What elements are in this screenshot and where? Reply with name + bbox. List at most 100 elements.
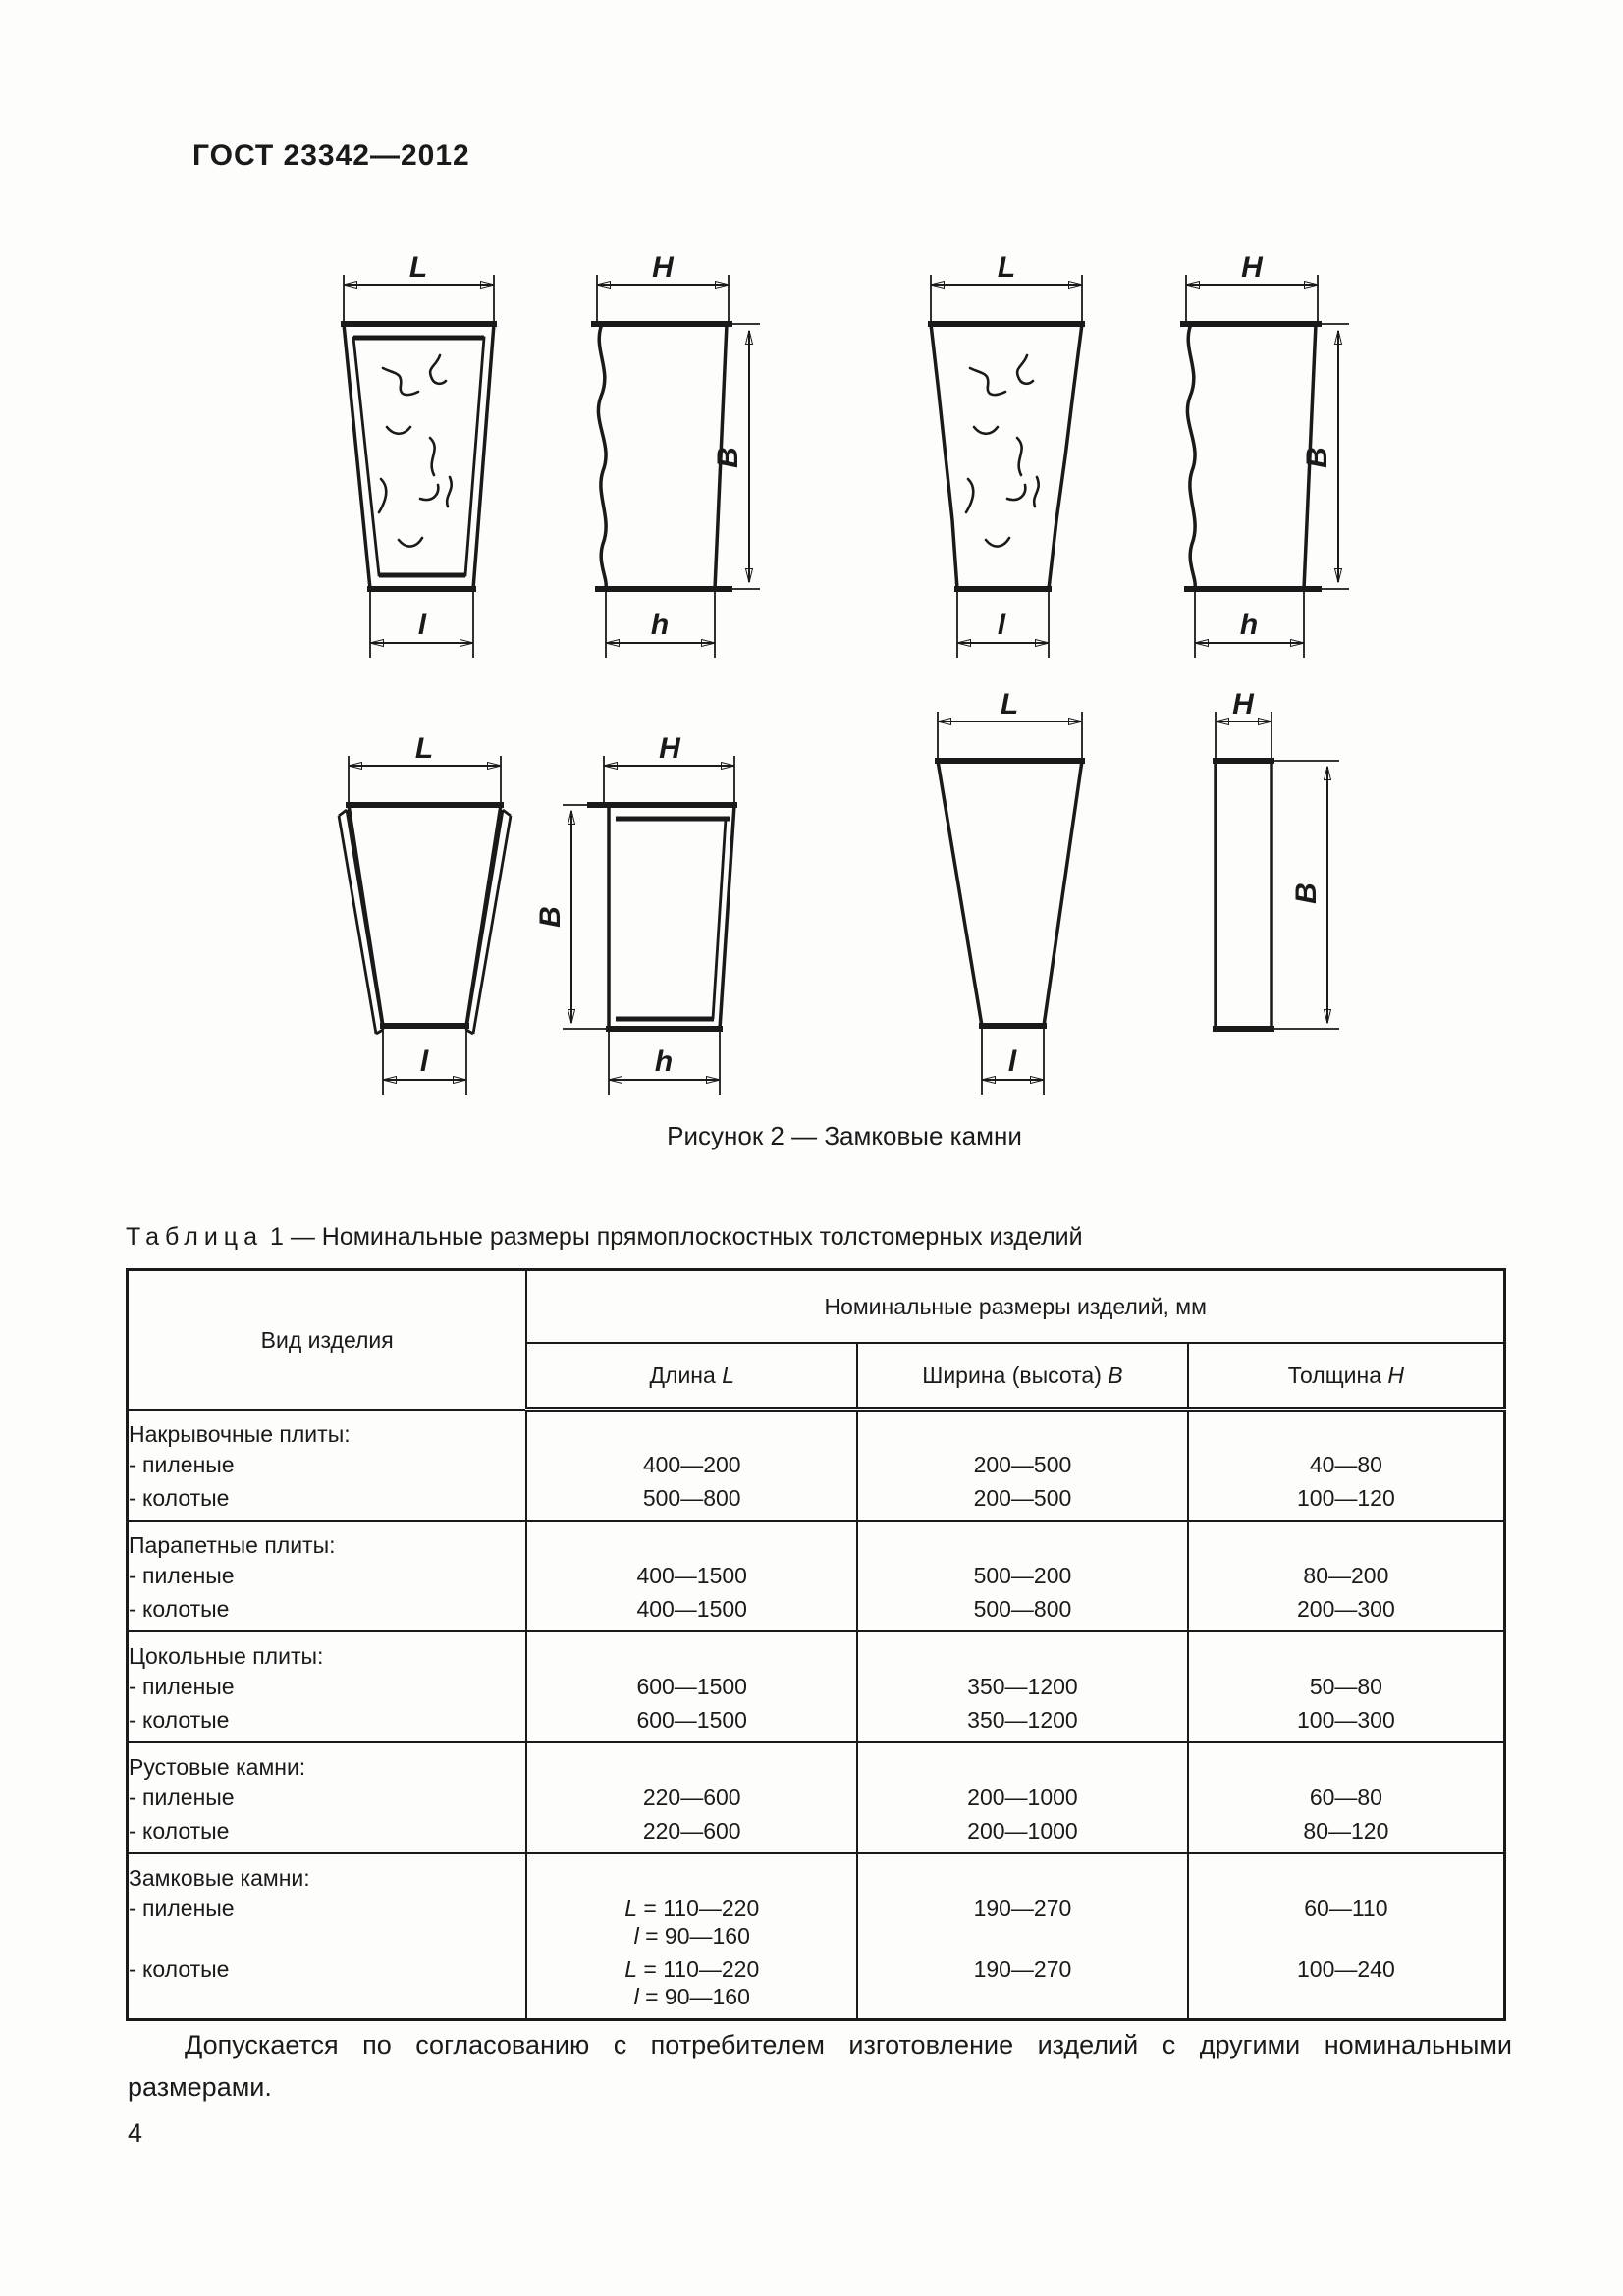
keystone-side-split: H B h	[591, 251, 760, 658]
width-value: 500—200	[856, 1558, 1189, 1592]
group-name: Накрывочные плиты:	[126, 1408, 528, 1448]
table-title: Таблица 1 — Номинальные размеры прямопло…	[126, 1223, 1083, 1252]
empty-cell	[1186, 1851, 1506, 1892]
row-label: - колотые	[126, 1591, 528, 1631]
dim-label-l: l	[418, 609, 427, 641]
length-value: L = 110—220 l = 90—160	[525, 1891, 859, 1952]
empty-cell	[525, 1629, 859, 1670]
row-label: - колотые	[126, 1951, 528, 2019]
width-value: 200—500	[856, 1447, 1189, 1481]
length-value: 400—200	[525, 1447, 859, 1481]
thickness-value: 80—120	[1186, 1813, 1506, 1853]
group-name: Парапетные плиты:	[126, 1519, 528, 1559]
empty-cell	[525, 1740, 859, 1781]
thickness-value: 50—80	[1186, 1669, 1506, 1703]
empty-cell	[525, 1851, 859, 1892]
standard-number: ГОСТ 23342—2012	[192, 139, 470, 172]
empty-cell	[1186, 1408, 1506, 1448]
keystone-front-sawn-chamfered: L l	[341, 251, 497, 658]
col-header-thickness-var: H	[1387, 1362, 1405, 1388]
group-name: Рустовые камни:	[126, 1740, 528, 1781]
length-value: 220—600	[525, 1813, 859, 1853]
dim-label-L: L	[998, 251, 1015, 284]
dim-label-l: l	[998, 609, 1006, 641]
thickness-value: 60—110	[1186, 1891, 1506, 1952]
page-number: 4	[128, 2118, 143, 2148]
row-label: - колотые	[126, 1480, 528, 1521]
length-range: = 110—220	[636, 1895, 760, 1921]
length-line: L = 110—220	[527, 1955, 856, 1983]
table-title-text: — Номинальные размеры прямоплоскостных т…	[290, 1223, 1083, 1251]
dim-label-l: l	[1008, 1045, 1017, 1078]
dim-label-B: B	[1290, 882, 1323, 904]
dim-label-L: L	[409, 251, 427, 284]
col-header-product-type: Вид изделия	[126, 1268, 528, 1411]
dimensions-table: Вид изделия Номинальные размеры изделий,…	[126, 1268, 1506, 2021]
width-value: 350—1200	[856, 1669, 1189, 1703]
col-header-thickness-text: Толщина	[1287, 1362, 1388, 1388]
empty-cell	[1186, 1740, 1506, 1781]
dim-label-L: L	[1001, 688, 1018, 721]
length-value: 400—1500	[525, 1591, 859, 1631]
figure-caption: Рисунок 2 — Замковые камни	[667, 1121, 1022, 1150]
dim-label-h: h	[655, 1045, 673, 1078]
row-label: - колотые	[126, 1813, 528, 1853]
dim-label-B: B	[712, 447, 744, 468]
group-name: Цокольные плиты:	[126, 1629, 528, 1670]
length-value: 600—1500	[525, 1669, 859, 1703]
col-header-width-text: Ширина (высота)	[922, 1362, 1109, 1388]
empty-cell	[525, 1519, 859, 1559]
length-line: l = 90—160	[527, 1922, 856, 1949]
width-value: 200—500	[856, 1480, 1189, 1521]
length-value: 600—1500	[525, 1702, 859, 1742]
dim-label-B: B	[534, 906, 567, 928]
col-header-width-var: B	[1108, 1362, 1123, 1388]
length-range: = 110—220	[636, 1955, 760, 1982]
empty-cell	[856, 1629, 1189, 1670]
thickness-value: 100—300	[1186, 1702, 1506, 1742]
thickness-value: 200—300	[1186, 1591, 1506, 1631]
width-value: 200—1000	[856, 1780, 1189, 1814]
row-label: - пиленые	[126, 1891, 528, 1952]
dim-label-H: H	[652, 251, 675, 284]
empty-cell	[856, 1740, 1189, 1781]
figure-drawings: L l	[324, 245, 1365, 1109]
dim-label-H: H	[1232, 688, 1255, 721]
length-var: l	[633, 1922, 639, 1949]
thickness-value: 40—80	[1186, 1447, 1506, 1481]
length-var: L	[624, 1955, 637, 1982]
dim-label-L: L	[415, 732, 433, 765]
length-line: L = 110—220	[527, 1895, 856, 1922]
row-label: - пиленые	[126, 1558, 528, 1592]
stone-texture	[964, 353, 1041, 548]
width-value: 350—1200	[856, 1702, 1189, 1742]
col-header-length-var: L	[722, 1362, 734, 1388]
keystone-side-sawn-framed: H B h	[534, 732, 737, 1095]
note-paragraph: Допускается по согласованию с потребител…	[128, 2030, 1512, 2102]
thickness-value: 60—80	[1186, 1780, 1506, 1814]
group-name: Замковые камни:	[126, 1851, 528, 1892]
thickness-value: 100—120	[1186, 1480, 1506, 1521]
row-label: - колотые	[126, 1702, 528, 1742]
keystone-side-split-2	[1180, 251, 1349, 658]
col-header-length-text: Длина	[649, 1362, 723, 1388]
width-value: 190—270	[856, 1891, 1189, 1952]
length-var: L	[624, 1895, 637, 1921]
empty-cell	[856, 1408, 1189, 1448]
keystone-side-rect: H B	[1213, 688, 1339, 1032]
empty-cell	[525, 1408, 859, 1448]
keystone-front-split: L l	[928, 251, 1085, 658]
length-range: = 90—160	[638, 1983, 750, 2009]
width-value: 500—800	[856, 1591, 1189, 1631]
row-label: - пиленые	[126, 1447, 528, 1481]
width-value: 200—1000	[856, 1813, 1189, 1853]
col-header-width: Ширина (высота) B	[856, 1342, 1189, 1412]
length-line: l = 90—160	[527, 1983, 856, 2010]
dim-label-l: l	[420, 1045, 429, 1078]
empty-cell	[1186, 1519, 1506, 1559]
thickness-value: 80—200	[1186, 1558, 1506, 1592]
length-value: L = 110—220 l = 90—160	[525, 1951, 859, 2019]
thickness-value: 100—240	[1186, 1951, 1506, 2019]
col-header-nominal-sizes: Номинальные размеры изделий, мм	[525, 1268, 1506, 1344]
